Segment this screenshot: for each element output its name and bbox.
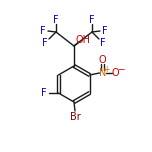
Text: Br: Br [70, 112, 80, 122]
Text: F: F [40, 26, 46, 36]
Text: F: F [53, 15, 59, 25]
Text: O: O [112, 68, 119, 78]
Text: F: F [100, 38, 106, 48]
Text: OH: OH [76, 35, 90, 45]
Text: F: F [41, 88, 46, 98]
Text: O: O [99, 55, 106, 65]
Text: F: F [102, 26, 108, 36]
Text: F: F [89, 15, 95, 25]
Text: −: − [117, 64, 124, 74]
Text: N: N [99, 68, 106, 78]
Text: +: + [103, 64, 110, 74]
Text: F: F [42, 38, 48, 48]
